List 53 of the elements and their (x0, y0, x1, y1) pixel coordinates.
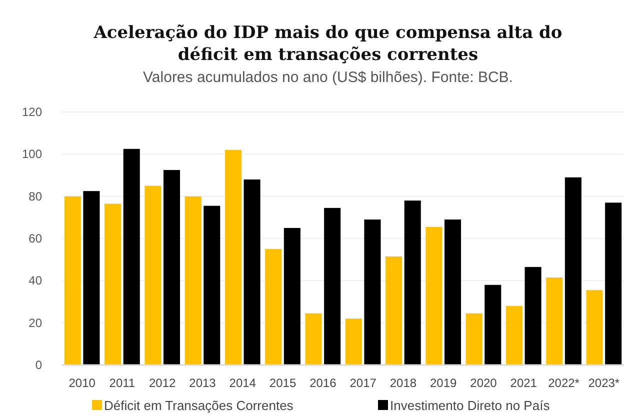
bar (224, 150, 242, 365)
bar (586, 290, 603, 365)
bar (345, 318, 362, 365)
y-tick-label: 0 (35, 358, 42, 372)
chart-subtitle: Valores acumulados no ano (US$ bilhões). Fonte: BCB. (143, 69, 513, 86)
x-tick-label: 2018 (390, 376, 417, 390)
bar (163, 170, 180, 365)
x-tick-label: 2015 (269, 376, 296, 390)
x-tick-label: 2011 (109, 376, 136, 390)
y-tick-label: 100 (22, 147, 42, 162)
bar (426, 226, 442, 365)
x-tick-label: 2013 (189, 376, 216, 390)
bar (506, 306, 523, 365)
x-tick-label: 2019 (430, 376, 458, 390)
bar (324, 208, 341, 365)
x-tick-label: 2022* (548, 376, 580, 390)
bar (123, 148, 140, 365)
bar (305, 313, 322, 365)
bar (605, 202, 622, 365)
bar (144, 186, 162, 365)
x-tick-label: 2010 (68, 376, 96, 390)
bar (83, 191, 100, 365)
bar (564, 177, 582, 365)
bar (524, 266, 542, 365)
x-tick-label: 2020 (470, 376, 498, 390)
bar (244, 179, 260, 365)
y-tick-label: 40 (28, 274, 42, 288)
legend-label: Déficit em Transações Correntes (104, 398, 294, 413)
x-tick-label: 2021 (510, 376, 538, 390)
bar (444, 220, 462, 365)
bar (364, 220, 381, 365)
bar (404, 200, 421, 365)
x-tick-label: 2014 (229, 376, 256, 390)
x-tick-label: 2023* (588, 376, 620, 390)
x-tick-label: 2012 (149, 376, 176, 390)
legend-label: Investimento Direto no País (390, 398, 550, 413)
bar (284, 228, 300, 365)
bar (546, 278, 563, 365)
x-tick-label: 2016 (310, 376, 337, 390)
y-tick-label: 120 (22, 105, 42, 119)
bar (204, 206, 220, 365)
x-tick-label: 2017 (350, 376, 377, 390)
y-tick-label: 80 (28, 189, 42, 204)
bar (265, 249, 282, 365)
bar (64, 196, 81, 365)
bar (184, 196, 202, 365)
chart-title: Aceleração do IDP mais do que compensa alta do déficit em transações correntes (92, 23, 562, 65)
y-tick-label: 20 (28, 316, 42, 330)
bar (484, 284, 502, 365)
bar (104, 204, 122, 365)
bar (466, 313, 482, 365)
y-tick-label: 60 (28, 232, 42, 246)
bar (386, 256, 402, 365)
